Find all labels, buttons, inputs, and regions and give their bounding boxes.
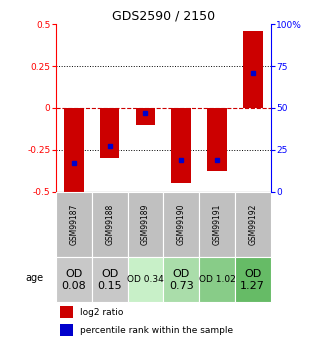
Bar	[199, 191, 235, 257]
Bar	[136, 108, 155, 125]
Text: GSM99191: GSM99191	[212, 204, 221, 245]
Bar	[64, 108, 84, 191]
Bar	[199, 257, 235, 302]
Text: GSM99189: GSM99189	[141, 204, 150, 245]
Text: OD
0.08: OD 0.08	[62, 269, 86, 290]
Bar	[56, 257, 92, 302]
Text: GSM99187: GSM99187	[69, 204, 78, 245]
Bar	[243, 31, 262, 108]
Bar	[100, 108, 119, 158]
Bar	[128, 191, 163, 257]
Bar	[60, 306, 73, 318]
Text: OD
0.73: OD 0.73	[169, 269, 193, 290]
Text: age: age	[26, 273, 44, 283]
Bar	[92, 191, 128, 257]
Bar	[207, 108, 227, 171]
Bar	[56, 191, 92, 257]
Text: percentile rank within the sample: percentile rank within the sample	[80, 326, 233, 335]
Title: GDS2590 / 2150: GDS2590 / 2150	[112, 10, 215, 23]
Bar	[171, 108, 191, 183]
Bar	[128, 257, 163, 302]
Bar	[92, 257, 128, 302]
Text: OD
0.15: OD 0.15	[97, 269, 122, 290]
Bar	[235, 257, 271, 302]
Text: log2 ratio: log2 ratio	[80, 308, 123, 317]
Bar	[163, 191, 199, 257]
Text: GSM99192: GSM99192	[248, 204, 257, 245]
Bar	[163, 257, 199, 302]
Text: OD 0.34: OD 0.34	[127, 275, 164, 284]
Text: OD
1.27: OD 1.27	[240, 269, 265, 290]
Bar	[60, 324, 73, 336]
Text: GSM99190: GSM99190	[177, 204, 186, 245]
Text: OD 1.02: OD 1.02	[198, 275, 235, 284]
Text: GSM99188: GSM99188	[105, 204, 114, 245]
Bar	[235, 191, 271, 257]
